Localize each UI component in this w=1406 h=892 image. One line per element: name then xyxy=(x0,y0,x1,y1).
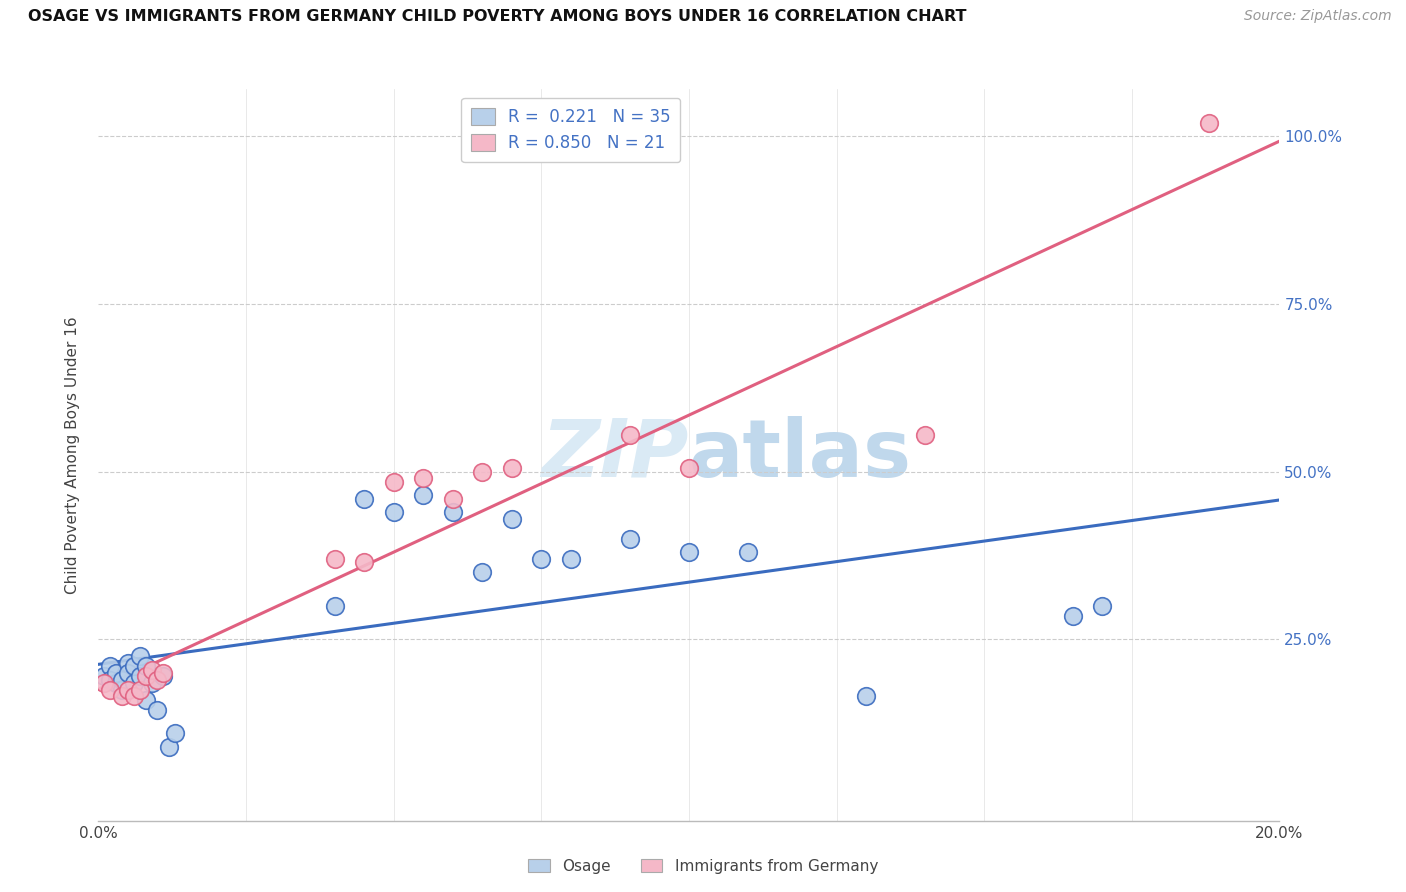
Point xyxy=(323,599,346,613)
Point xyxy=(353,555,375,569)
Point xyxy=(105,676,128,690)
Point xyxy=(146,673,169,687)
Point xyxy=(98,673,121,687)
Point xyxy=(117,665,139,680)
Point xyxy=(530,552,553,566)
Point xyxy=(1091,599,1114,613)
Point xyxy=(146,703,169,717)
Point xyxy=(678,461,700,475)
Point xyxy=(141,663,163,677)
Text: atlas: atlas xyxy=(689,416,912,494)
Point xyxy=(128,669,150,683)
Point xyxy=(152,669,174,683)
Point xyxy=(737,545,759,559)
Text: ZIP: ZIP xyxy=(541,416,689,494)
Legend: R =  0.221   N = 35, R = 0.850   N = 21: R = 0.221 N = 35, R = 0.850 N = 21 xyxy=(461,97,681,162)
Point xyxy=(128,682,150,697)
Legend: Osage, Immigrants from Germany: Osage, Immigrants from Germany xyxy=(522,853,884,880)
Y-axis label: Child Poverty Among Boys Under 16: Child Poverty Among Boys Under 16 xyxy=(65,316,80,594)
Point xyxy=(152,665,174,680)
Point xyxy=(412,471,434,485)
Point xyxy=(914,427,936,442)
Point xyxy=(353,491,375,506)
Point xyxy=(501,461,523,475)
Point xyxy=(323,552,346,566)
Point xyxy=(471,566,494,580)
Point xyxy=(1062,609,1084,624)
Point xyxy=(111,682,134,697)
Point xyxy=(93,669,115,683)
Point xyxy=(412,488,434,502)
Point xyxy=(855,690,877,704)
Point xyxy=(93,676,115,690)
Point xyxy=(135,693,157,707)
Point xyxy=(122,676,145,690)
Point xyxy=(619,532,641,546)
Point xyxy=(382,505,405,519)
Point xyxy=(135,669,157,683)
Point xyxy=(117,682,139,697)
Point xyxy=(111,690,134,704)
Point xyxy=(471,465,494,479)
Point xyxy=(141,676,163,690)
Point xyxy=(501,511,523,525)
Point xyxy=(165,726,187,740)
Point xyxy=(105,665,128,680)
Point xyxy=(117,656,139,670)
Point xyxy=(678,545,700,559)
Point xyxy=(157,739,180,754)
Point xyxy=(122,690,145,704)
Point xyxy=(98,682,121,697)
Point xyxy=(98,659,121,673)
Text: Source: ZipAtlas.com: Source: ZipAtlas.com xyxy=(1244,9,1392,23)
Point xyxy=(441,491,464,506)
Point xyxy=(128,649,150,664)
Point xyxy=(382,475,405,489)
Text: OSAGE VS IMMIGRANTS FROM GERMANY CHILD POVERTY AMONG BOYS UNDER 16 CORRELATION C: OSAGE VS IMMIGRANTS FROM GERMANY CHILD P… xyxy=(28,9,966,24)
Point xyxy=(111,673,134,687)
Point xyxy=(441,505,464,519)
Point xyxy=(122,659,145,673)
Point xyxy=(1198,116,1220,130)
Point xyxy=(619,427,641,442)
Point xyxy=(135,659,157,673)
Point xyxy=(560,552,582,566)
